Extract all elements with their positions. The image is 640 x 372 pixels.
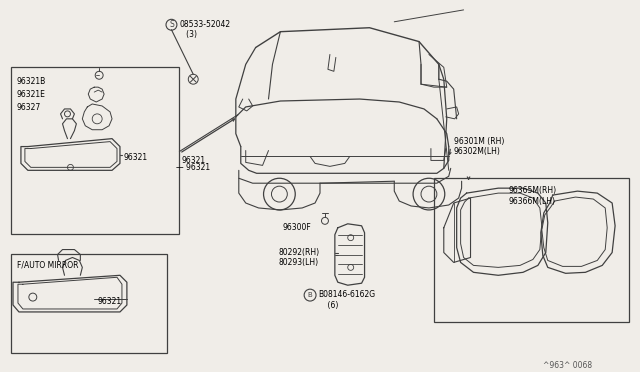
Text: 96301M (RH)
96302M(LH): 96301M (RH) 96302M(LH) [454, 137, 504, 156]
Text: 96300F: 96300F [282, 223, 311, 232]
Text: ^963^ 0068: ^963^ 0068 [543, 362, 592, 371]
Text: 80292(RH)
80293(LH): 80292(RH) 80293(LH) [278, 248, 319, 267]
Bar [434, 178, 629, 322]
Bar [11, 67, 179, 234]
Text: — 96321: — 96321 [177, 163, 211, 172]
Text: 96365M(RH)
96366M(LH): 96365M(RH) 96366M(LH) [508, 186, 556, 206]
Text: 96321: 96321 [124, 154, 148, 163]
Bar [11, 253, 168, 353]
Text: B08146-6162G
    (6): B08146-6162G (6) [318, 290, 375, 310]
Text: 96321E: 96321E [17, 90, 46, 99]
Text: 08533-52042
   (3): 08533-52042 (3) [179, 20, 230, 39]
Text: S: S [169, 20, 174, 29]
Text: B: B [308, 292, 312, 298]
Text: 96321: 96321 [181, 157, 205, 166]
Text: F/AUTO MIRROR: F/AUTO MIRROR [17, 260, 79, 269]
Text: 96321B: 96321B [17, 77, 46, 86]
Text: 96327: 96327 [17, 103, 41, 112]
Text: 96321: 96321 [97, 297, 122, 306]
